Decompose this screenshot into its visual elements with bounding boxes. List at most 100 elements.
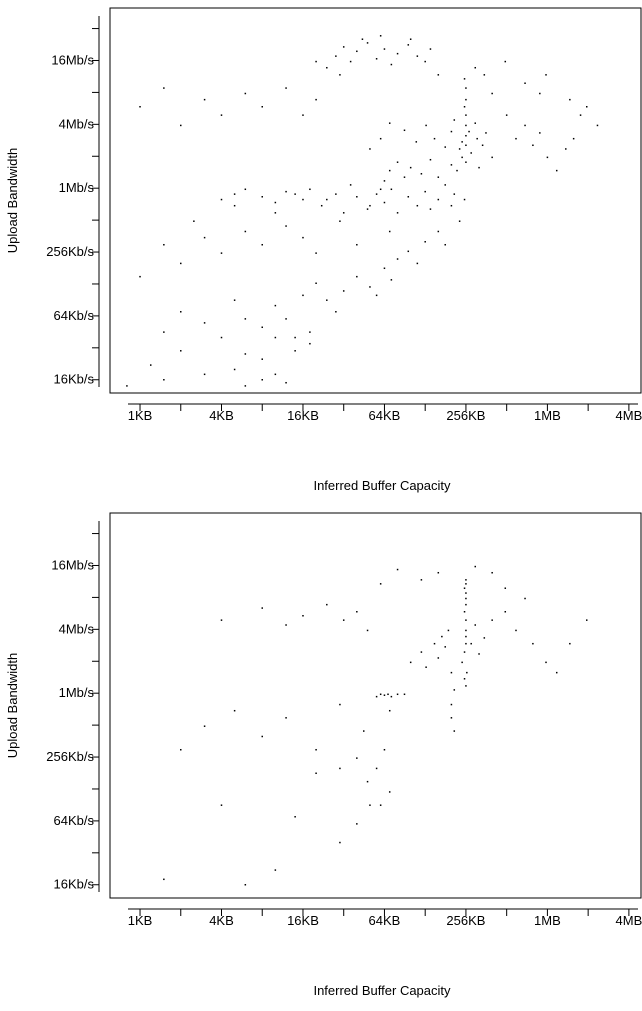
data-point (220, 252, 223, 254)
data-point (491, 92, 493, 95)
data-point (203, 373, 206, 376)
data-point (244, 883, 247, 886)
data-point (203, 725, 206, 727)
y-tick-label: 64Kb/s (54, 308, 95, 323)
data-point (315, 98, 317, 101)
data-point (274, 212, 277, 214)
data-point (356, 611, 358, 613)
y-tick-label: 4Mb/s (59, 116, 95, 131)
data-point (261, 326, 263, 329)
x-tick-label: 16KB (287, 913, 319, 928)
y-tick-label: 1Mb/s (59, 180, 95, 195)
data-point (491, 156, 493, 159)
data-point (586, 619, 588, 621)
data-point (450, 717, 453, 719)
data-point (375, 695, 378, 698)
data-point (379, 188, 382, 191)
data-point (261, 735, 263, 738)
data-point (369, 148, 371, 150)
data-point (294, 816, 296, 818)
data-point (458, 220, 461, 222)
data-point (361, 38, 364, 40)
data-point (437, 198, 440, 201)
data-point (326, 603, 328, 606)
data-point (409, 661, 412, 664)
data-point (403, 693, 406, 696)
data-point (163, 87, 165, 89)
data-point (433, 137, 436, 140)
data-point (335, 193, 337, 195)
data-point (388, 230, 391, 233)
data-point (379, 137, 382, 140)
data-point (396, 161, 399, 163)
x-tick-label: 64KB (369, 913, 401, 928)
scatter-points (163, 565, 588, 886)
data-point (474, 565, 477, 568)
data-point (407, 196, 410, 198)
data-point (463, 611, 466, 613)
data-point (586, 106, 588, 108)
x-tick-label: 1MB (534, 408, 561, 423)
data-point (349, 60, 352, 63)
data-point (180, 311, 182, 313)
data-point (193, 220, 195, 222)
data-point (465, 583, 467, 585)
data-point (379, 804, 382, 806)
data-point (524, 82, 526, 84)
x-tick-label: 256KB (446, 408, 485, 423)
data-point (465, 629, 467, 632)
y-tick-label: 4Mb/s (59, 621, 95, 636)
data-point (437, 74, 440, 76)
data-point (483, 637, 486, 639)
data-point (409, 38, 412, 40)
data-point (383, 748, 386, 751)
data-point (466, 671, 468, 674)
data-point (450, 164, 453, 166)
data-point (569, 642, 571, 645)
data-point (546, 156, 549, 159)
data-point (461, 661, 463, 664)
data-point (356, 50, 358, 53)
data-point (342, 212, 345, 214)
data-point (163, 878, 165, 881)
data-point (315, 282, 317, 285)
data-point (409, 166, 412, 169)
data-point (470, 152, 472, 154)
data-point (375, 193, 378, 195)
data-point (463, 678, 466, 680)
scatter-chart-bottom: 1KB 4KB 16KB 64KB 256KB 1MB 4MB 16Kb/s 64Kb/s 256… (5, 512, 642, 998)
y-axis-title: Upload Bandwidth (5, 148, 20, 254)
data-point (383, 694, 386, 696)
data-point (203, 236, 206, 239)
data-point (233, 709, 236, 712)
data-point (274, 869, 277, 871)
data-point (569, 98, 571, 101)
data-point (388, 122, 391, 124)
data-point (396, 212, 399, 214)
data-point (180, 124, 182, 127)
data-point (474, 66, 477, 69)
data-point (302, 615, 304, 617)
x-tick-label: 4MB (616, 913, 642, 928)
data-point (474, 624, 477, 626)
data-point (407, 44, 410, 46)
data-point (315, 748, 317, 751)
data-point (483, 74, 486, 76)
data-point (335, 311, 337, 313)
data-point (339, 767, 341, 770)
data-point (369, 804, 371, 806)
data-point (342, 46, 345, 48)
plot-frame (109, 512, 642, 899)
data-point (524, 597, 526, 600)
data-point (420, 579, 423, 581)
data-point (261, 378, 263, 381)
x-tick-label: 1KB (128, 913, 153, 928)
x-tick-label: 4KB (209, 408, 234, 423)
data-point (429, 208, 432, 210)
data-point (470, 642, 472, 645)
data-point (163, 378, 165, 381)
data-point (244, 230, 247, 233)
x-tick-label: 64KB (369, 408, 401, 423)
data-point (555, 169, 558, 172)
data-point (285, 381, 287, 384)
